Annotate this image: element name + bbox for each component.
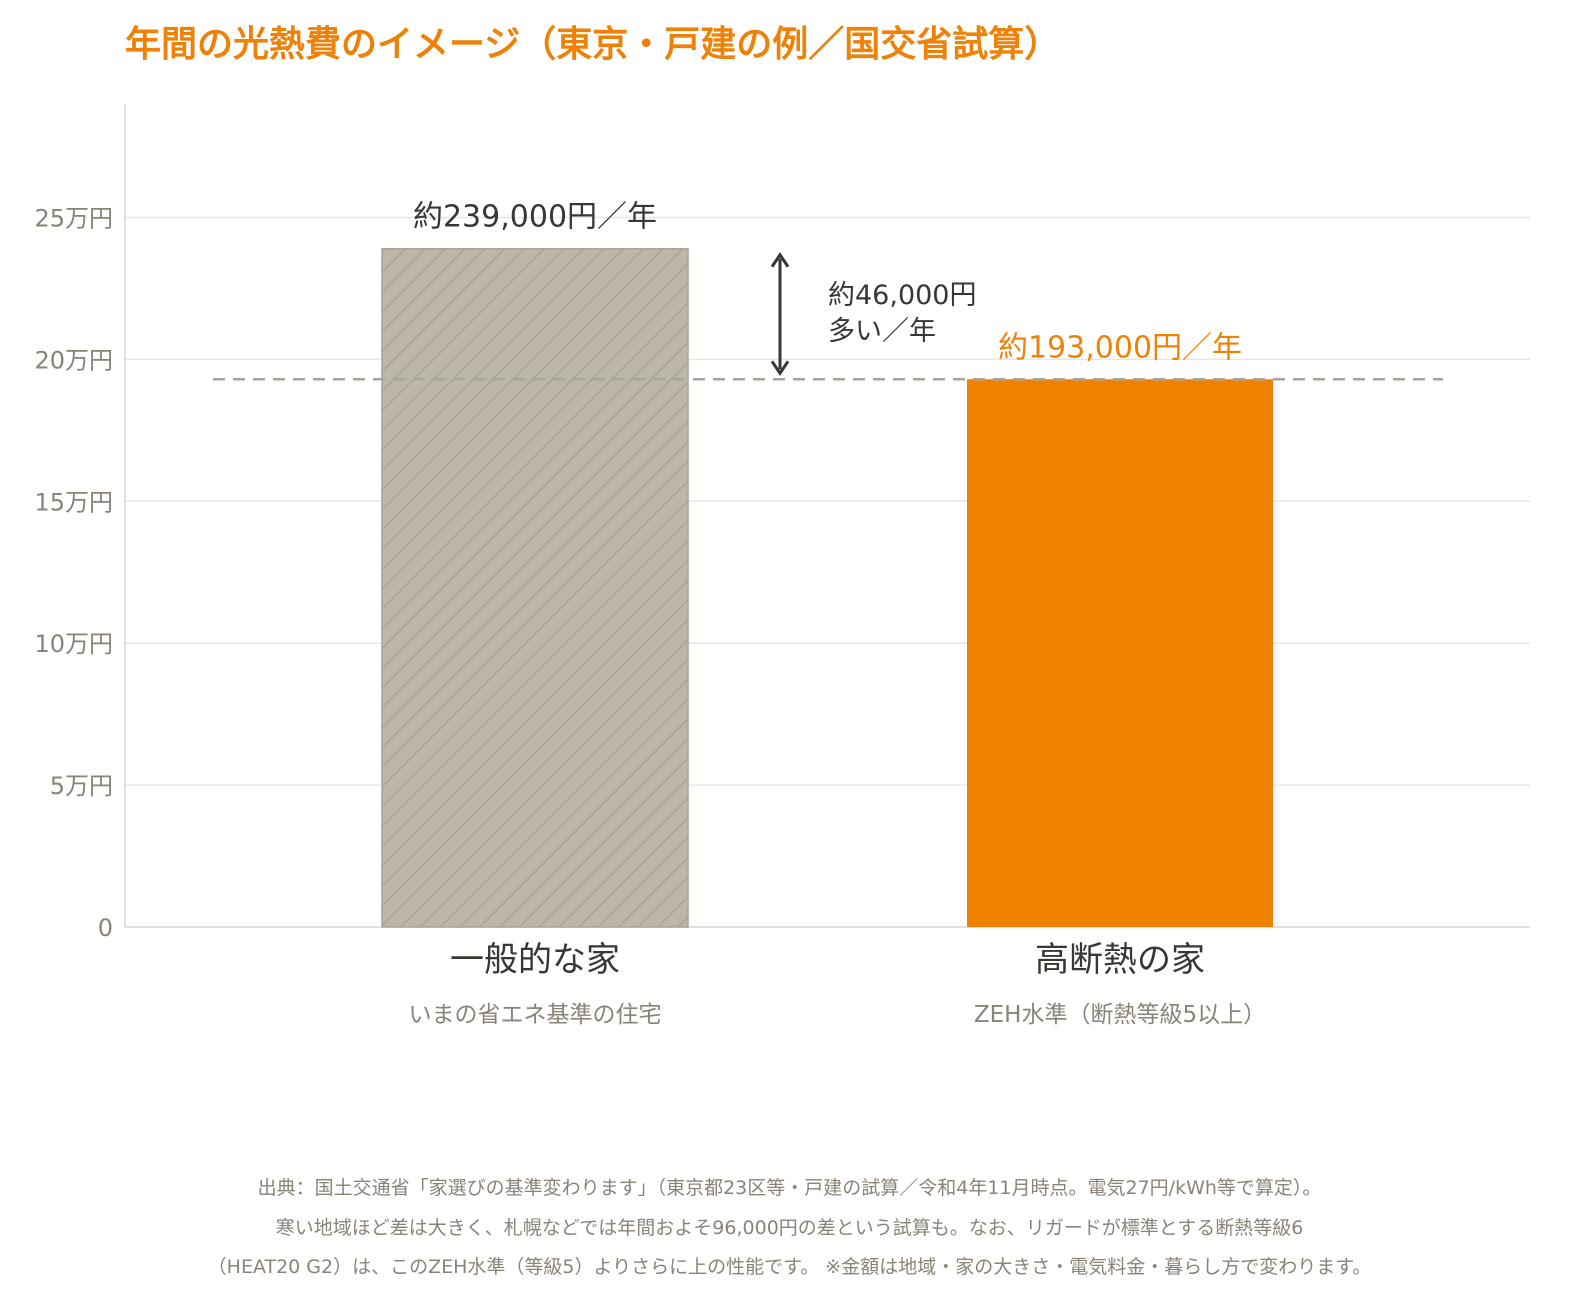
chart-title: 年間の光熱費のイメージ（東京・戸建の例／国交省試算） xyxy=(125,23,1060,65)
bar-value-label: 約239,000円／年 xyxy=(413,200,657,235)
y-tick-label: 20万円 xyxy=(34,346,113,374)
difference-label-more: 多い／年 xyxy=(828,316,936,347)
y-tick-label: 0 xyxy=(98,914,113,942)
arrow-up-icon xyxy=(770,252,790,268)
footnote-line-1: 出典：国土交通省「家選びの基準変わります」（東京都23区等・戸建の試算／令和4年… xyxy=(257,1177,1322,1199)
category-sublabel: ZEH水準（断熱等級5以上） xyxy=(974,1002,1266,1028)
y-tick-label: 25万円 xyxy=(34,205,113,233)
difference-annotation: 約46,000円 多い／年 xyxy=(770,252,976,376)
footnote-line-2: 寒い地域ほど差は大きく、札幌などでは年間およそ96,000円の差という試算も。な… xyxy=(275,1217,1304,1239)
difference-label-amount: 約46,000円 xyxy=(828,280,976,311)
bar-general-house xyxy=(381,247,689,928)
bar-high-insulation-house xyxy=(967,379,1273,927)
y-tick-label: 10万円 xyxy=(34,630,113,658)
footnote-line-3: （HEAT20 G2）は、このZEH水準（等級5）よりさらに上の性能です。 ※金… xyxy=(207,1256,1372,1278)
bars xyxy=(381,247,1273,928)
y-axis-ticks: 0 5万円 10万円 15万円 20万円 25万円 xyxy=(34,205,113,942)
grid-lines xyxy=(125,216,1530,786)
category-sublabel: いまの省エネ基準の住宅 xyxy=(409,1002,662,1028)
category-label: 一般的な家 xyxy=(450,940,620,980)
category-label: 高断熱の家 xyxy=(1035,940,1205,980)
y-tick-label: 15万円 xyxy=(34,488,113,516)
arrow-down-icon xyxy=(770,360,790,376)
bar-value-label: 約193,000円／年 xyxy=(998,330,1242,365)
y-tick-label: 5万円 xyxy=(50,772,113,800)
